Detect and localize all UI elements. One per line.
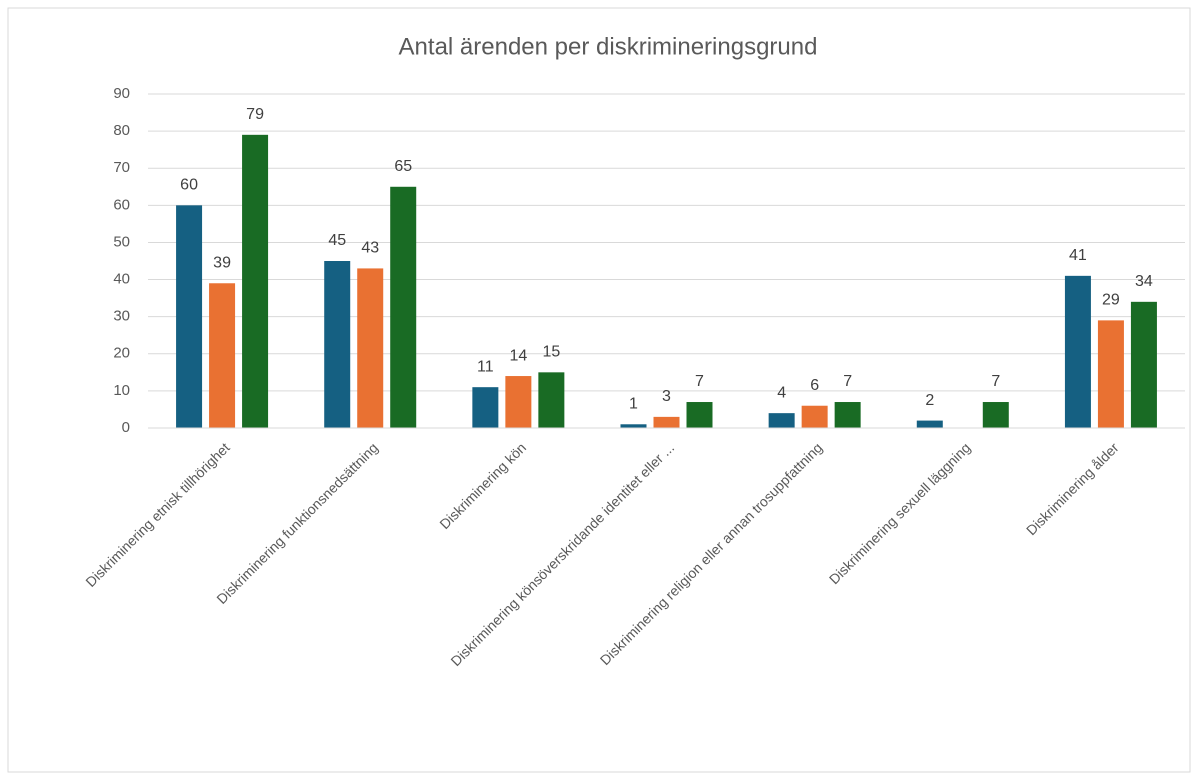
bar xyxy=(390,186,417,428)
bar xyxy=(357,268,384,428)
data-label: 7 xyxy=(843,373,852,390)
bar xyxy=(1097,320,1124,428)
bar xyxy=(620,424,647,428)
data-label: 43 xyxy=(361,240,379,257)
data-label: 79 xyxy=(246,106,264,123)
y-tick-label: 80 xyxy=(113,122,130,139)
chart-title: Antal ärenden per diskrimineringsgrund xyxy=(399,33,818,60)
data-label: 3 xyxy=(662,388,671,405)
data-label: 2 xyxy=(925,392,934,409)
bar xyxy=(176,205,203,428)
bar xyxy=(801,405,828,428)
data-label: 4 xyxy=(777,384,786,401)
data-label: 41 xyxy=(1069,247,1087,264)
y-tick-label: 60 xyxy=(113,196,130,213)
data-label: 34 xyxy=(1135,273,1153,290)
bar xyxy=(209,283,236,428)
y-tick-label: 0 xyxy=(122,419,130,436)
data-label: 45 xyxy=(328,232,346,249)
bar xyxy=(505,376,532,428)
bar xyxy=(242,134,269,429)
bar xyxy=(538,372,565,428)
bar xyxy=(472,387,499,428)
bar xyxy=(982,402,1009,428)
y-tick-label: 30 xyxy=(113,308,130,325)
bar xyxy=(916,420,943,428)
chart-frame xyxy=(7,7,1191,773)
data-label: 15 xyxy=(542,344,560,361)
data-label: 65 xyxy=(394,158,412,175)
bar xyxy=(1130,301,1157,428)
bar xyxy=(834,402,861,428)
data-label: 1 xyxy=(629,396,638,413)
data-label: 14 xyxy=(509,347,527,364)
y-tick-label: 90 xyxy=(113,85,130,102)
bar xyxy=(768,413,795,428)
y-tick-label: 40 xyxy=(113,271,130,288)
data-label: 11 xyxy=(477,358,494,375)
data-label: 7 xyxy=(991,373,1000,390)
bar xyxy=(1064,275,1091,428)
data-label: 6 xyxy=(810,377,819,394)
data-label: 60 xyxy=(180,177,198,194)
bar xyxy=(324,261,351,428)
data-label: 29 xyxy=(1102,292,1120,309)
data-label: 39 xyxy=(213,254,231,271)
y-tick-label: 50 xyxy=(113,233,130,250)
bar xyxy=(653,416,680,428)
y-tick-label: 70 xyxy=(113,159,130,176)
y-tick-label: 20 xyxy=(113,345,130,362)
y-tick-label: 10 xyxy=(113,382,130,399)
bar xyxy=(686,402,713,428)
data-label: 7 xyxy=(695,373,704,390)
